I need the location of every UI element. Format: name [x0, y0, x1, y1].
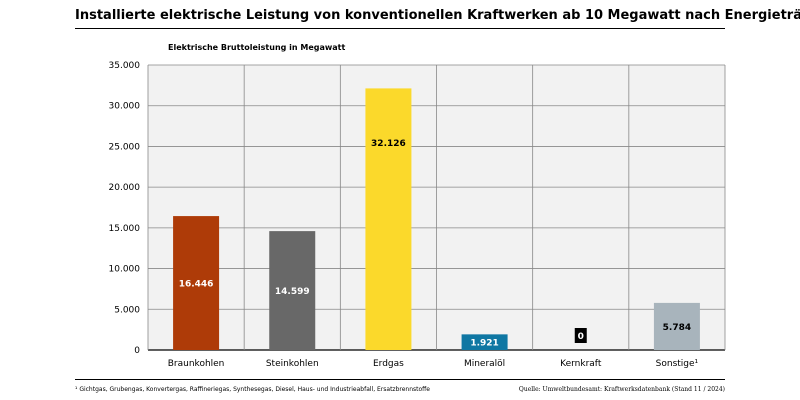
- x-tick-label: Steinkohlen: [266, 359, 319, 369]
- footnote: ¹ Gichtgas, Grubengas, Konvertergas, Raf…: [75, 386, 430, 393]
- bar: [269, 231, 316, 350]
- bar: [173, 216, 220, 350]
- value-label: 0: [578, 332, 584, 342]
- y-tick-label: 5.000: [114, 305, 140, 315]
- value-label: 14.599: [275, 287, 310, 297]
- value-label: 5.784: [663, 323, 691, 333]
- footer-rule: [75, 379, 725, 380]
- bar: [461, 334, 508, 350]
- value-label: 32.126: [371, 139, 406, 149]
- y-tick-label: 25.000: [109, 142, 141, 152]
- y-tick-label: 0: [134, 346, 140, 356]
- x-tick-label: Mineralöl: [464, 359, 505, 369]
- title-rule: [75, 28, 725, 29]
- x-tick-label: Sonstige¹: [656, 359, 699, 369]
- bar: [653, 302, 700, 350]
- x-tick-label: Kernkraft: [560, 359, 602, 369]
- chart-title: Installierte elektrische Leistung von ko…: [75, 8, 800, 23]
- value-label: 1.921: [470, 339, 498, 349]
- x-tick-label: Braunkohlen: [168, 359, 225, 369]
- y-tick-label: 35.000: [109, 61, 141, 71]
- y-axis-label: Elektrische Bruttoleistung in Megawatt: [168, 43, 346, 52]
- bar: [365, 88, 412, 350]
- value-label: 16.446: [179, 280, 214, 290]
- y-tick-label: 20.000: [109, 183, 141, 193]
- x-tick-label: Erdgas: [373, 359, 404, 369]
- y-tick-label: 30.000: [109, 102, 141, 112]
- y-tick-label: 15.000: [109, 224, 141, 234]
- source-note: Quelle: Umweltbundesamt: Kraftwerksdaten…: [518, 386, 725, 393]
- y-tick-label: 10.000: [109, 265, 141, 275]
- value-label-box: [574, 328, 587, 343]
